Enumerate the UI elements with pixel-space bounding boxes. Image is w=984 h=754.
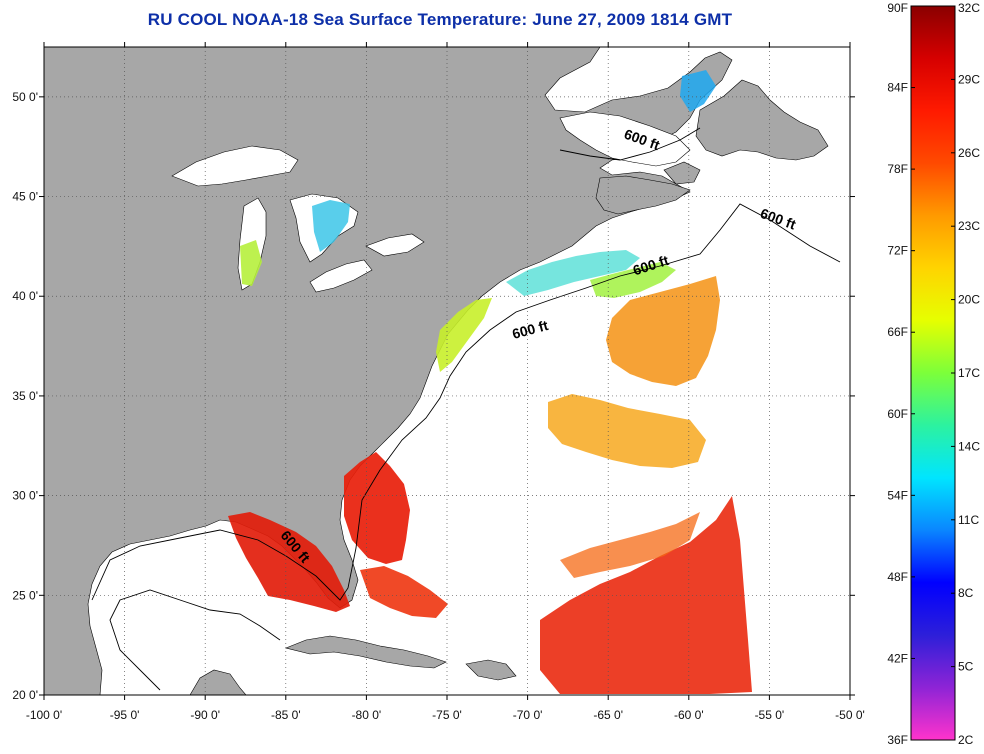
colorbar-label-c: 17C (958, 366, 980, 380)
contour-line-gslr (559, 127, 701, 161)
colorbar-label-c: 5C (958, 660, 974, 674)
sst-great-lakes-patch (312, 200, 350, 252)
sst-offshore-north (606, 276, 720, 386)
lake-erie (309, 259, 373, 293)
colorbar (910, 5, 956, 741)
colorbar-label-f: 42F (887, 651, 908, 665)
colorbar-label-f: 72F (887, 244, 908, 258)
contour-line-shelf (91, 203, 841, 601)
map-title: RU COOL NOAA-18 Sea Surface Temperature:… (147, 10, 733, 29)
x-tick-label: -50 0' (835, 708, 865, 722)
colorbar-label-c: 23C (958, 219, 980, 233)
colorbar-label-f: 90F (887, 1, 908, 15)
colorbar-label-f: 60F (887, 407, 908, 421)
x-tick-label: -100 0' (26, 708, 62, 722)
x-tick-label: -95 0' (110, 708, 140, 722)
y-tick-label: 20 0' (12, 688, 38, 702)
colorbar-labels: 32C 29C 26C 23C 20C 17C 14C 11C 8C 5C 2C 90F 84F 78F 7… (887, 1, 980, 747)
land-hispaniola (465, 659, 517, 681)
y-tick-label: 25 0' (12, 588, 38, 602)
colorbar-label-c: 14C (958, 439, 980, 453)
sst-sargasso (540, 496, 752, 694)
y-tick-label: 45 0' (12, 190, 38, 204)
sst-lake-michigan-patch (240, 240, 262, 286)
colorbar-label-f: 36F (887, 733, 908, 747)
map-frame (43, 46, 851, 696)
y-tick-label: 40 0' (12, 289, 38, 303)
x-tick-label: -60 0' (674, 708, 704, 722)
y-tick-label: 30 0' (12, 489, 38, 503)
y-tick-label: 50 0' (12, 90, 38, 104)
x-tick-label: -90 0' (190, 708, 220, 722)
sst-mid-atlantic-bight (436, 298, 492, 372)
lake-superior (171, 145, 299, 187)
sst-data-layer (228, 70, 752, 694)
land-nova-scotia (595, 175, 691, 215)
colorbar-label-f: 78F (887, 162, 908, 176)
y-tick-label: 35 0' (12, 389, 38, 403)
axis-ticks: -100 0' -95 0' -90 0' -85 0' -80 0' -75 0' -70… (12, 42, 865, 722)
colorbar-label-c: 26C (958, 146, 980, 160)
colorbar-label-f: 48F (887, 570, 908, 584)
land-yucatan (189, 669, 247, 695)
x-tick-label: -55 0' (755, 708, 785, 722)
colorbar-label-c: 11C (958, 513, 979, 527)
colorbar-label-f: 84F (887, 81, 908, 95)
sst-gulf-of-maine (506, 250, 640, 296)
land-cuba (285, 635, 447, 669)
sst-florida-atlantic (344, 452, 410, 564)
lake-ontario (365, 233, 425, 257)
colorbar-label-f: 66F (887, 325, 908, 339)
gulf-st-lawrence (559, 111, 691, 167)
x-tick-label: -80 0' (352, 708, 382, 722)
sst-scotian-slope (590, 262, 676, 298)
colorbar-label-f: 54F (887, 488, 908, 502)
sst-bahamas (360, 566, 448, 618)
sst-gulf-mexico (228, 512, 350, 612)
land-cape-breton (663, 161, 701, 185)
lat-lon-grid (44, 47, 850, 695)
sst-gulf-stl-patch (680, 70, 716, 112)
x-tick-label: -70 0' (513, 708, 543, 722)
contour-line-gulf (109, 589, 281, 691)
colorbar-label-c: 29C (958, 72, 980, 86)
colorbar-label-c: 32C (958, 1, 980, 15)
x-tick-label: -65 0' (593, 708, 623, 722)
colorbar-label-c: 2C (958, 733, 974, 747)
sst-offshore-mid (548, 394, 706, 468)
x-tick-label: -75 0' (432, 708, 462, 722)
land-newfoundland (695, 79, 829, 161)
colorbar-label-c: 20C (958, 293, 980, 307)
sst-sargasso-orange (560, 512, 700, 578)
colorbar-label-c: 8C (958, 586, 974, 600)
x-tick-label: -85 0' (271, 708, 301, 722)
